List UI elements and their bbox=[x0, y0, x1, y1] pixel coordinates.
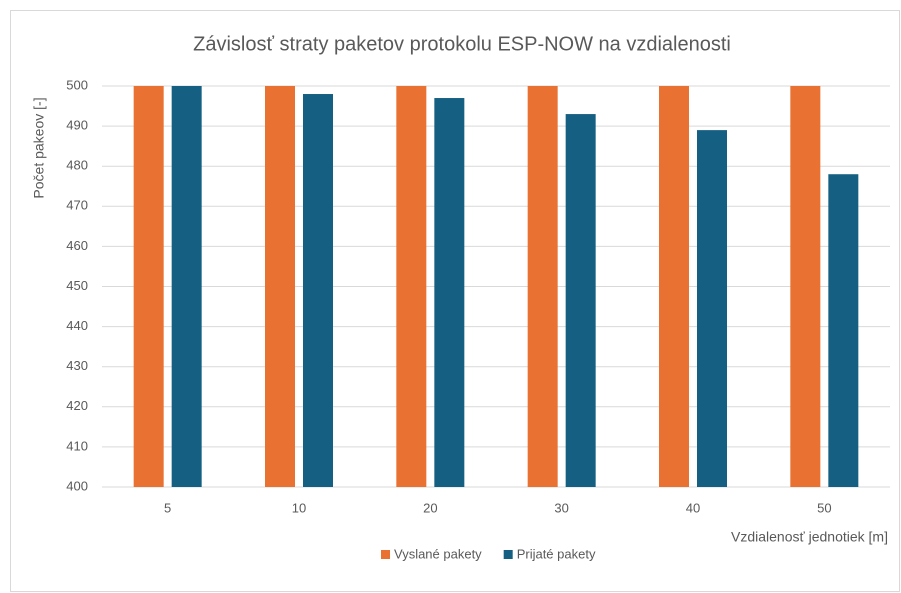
x-tick-label: 5 bbox=[164, 500, 171, 515]
bar bbox=[133, 86, 164, 487]
y-tick-label: 400 bbox=[66, 478, 88, 493]
y-tick-label: 440 bbox=[66, 318, 88, 333]
y-tick-label: 450 bbox=[66, 278, 88, 293]
bar bbox=[527, 86, 558, 487]
x-tick-label: 10 bbox=[292, 500, 306, 515]
x-axis-title: Vzdialenosť jednotiek [m] bbox=[731, 529, 888, 545]
legend-label: Vyslané pakety bbox=[394, 546, 482, 561]
bar bbox=[171, 86, 202, 487]
y-tick-label: 430 bbox=[66, 358, 88, 373]
legend-label: Prijaté pakety bbox=[517, 546, 596, 561]
bar bbox=[790, 86, 821, 487]
bar bbox=[434, 98, 465, 487]
y-tick-label: 460 bbox=[66, 238, 88, 253]
bar bbox=[659, 86, 689, 487]
y-tick-label: 500 bbox=[66, 77, 88, 92]
legend-swatch bbox=[381, 550, 390, 559]
y-axis-title: Počet pakeov [-] bbox=[31, 97, 47, 198]
x-tick-label: 20 bbox=[423, 500, 437, 515]
y-tick-label: 420 bbox=[66, 398, 88, 413]
x-tick-label: 40 bbox=[686, 500, 700, 515]
bar bbox=[828, 174, 859, 487]
bar bbox=[396, 86, 427, 487]
y-tick-label: 490 bbox=[66, 118, 88, 133]
chart-title: Závislosť straty paketov protokolu ESP-N… bbox=[193, 33, 731, 55]
bar bbox=[265, 86, 295, 487]
bar bbox=[697, 130, 727, 488]
x-tick-label: 30 bbox=[554, 500, 568, 515]
y-tick-label: 480 bbox=[66, 158, 88, 173]
y-tick-label: 470 bbox=[66, 198, 88, 213]
bar bbox=[565, 114, 596, 487]
bar bbox=[303, 94, 333, 488]
y-tick-label: 410 bbox=[66, 438, 88, 453]
legend-swatch bbox=[503, 550, 513, 559]
x-tick-label: 50 bbox=[817, 500, 831, 515]
